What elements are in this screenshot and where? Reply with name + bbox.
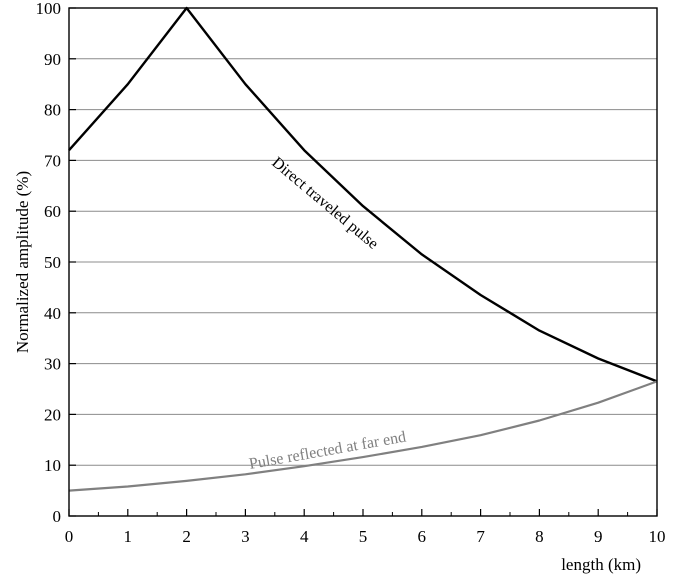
x-tick-label: 0 (65, 527, 74, 546)
x-tick-label: 3 (241, 527, 250, 546)
y-tick-label: 10 (44, 456, 61, 475)
x-tick-label: 5 (359, 527, 368, 546)
y-tick-label: 0 (53, 507, 62, 526)
x-tick-label: 9 (594, 527, 603, 546)
x-tick-label: 6 (418, 527, 427, 546)
x-tick-label: 7 (476, 527, 485, 546)
y-tick-label: 90 (44, 50, 61, 69)
y-tick-label: 60 (44, 202, 61, 221)
y-tick-label: 40 (44, 304, 61, 323)
series-line (69, 8, 657, 381)
series-lines (69, 8, 657, 491)
y-tick-label: 20 (44, 405, 61, 424)
y-axis-label: Normalized amplitude (%) (13, 171, 32, 353)
y-tick-label: 70 (44, 151, 61, 170)
y-tick-label: 100 (36, 0, 62, 18)
x-tick-label: 10 (649, 527, 666, 546)
y-tick-label: 30 (44, 355, 61, 374)
series-labels: Direct traveled pulsePulse reflected at … (248, 154, 408, 473)
x-axis-label: length (km) (561, 555, 641, 574)
x-tick-label: 1 (124, 527, 133, 546)
y-tick-label: 50 (44, 253, 61, 272)
y-tick-label: 80 (44, 101, 61, 120)
x-tick-label: 8 (535, 527, 544, 546)
x-tick-label: 2 (182, 527, 191, 546)
x-tick-label: 4 (300, 527, 309, 546)
series-label-reflected: Pulse reflected at far end (248, 429, 408, 473)
grid-lines (69, 59, 657, 465)
